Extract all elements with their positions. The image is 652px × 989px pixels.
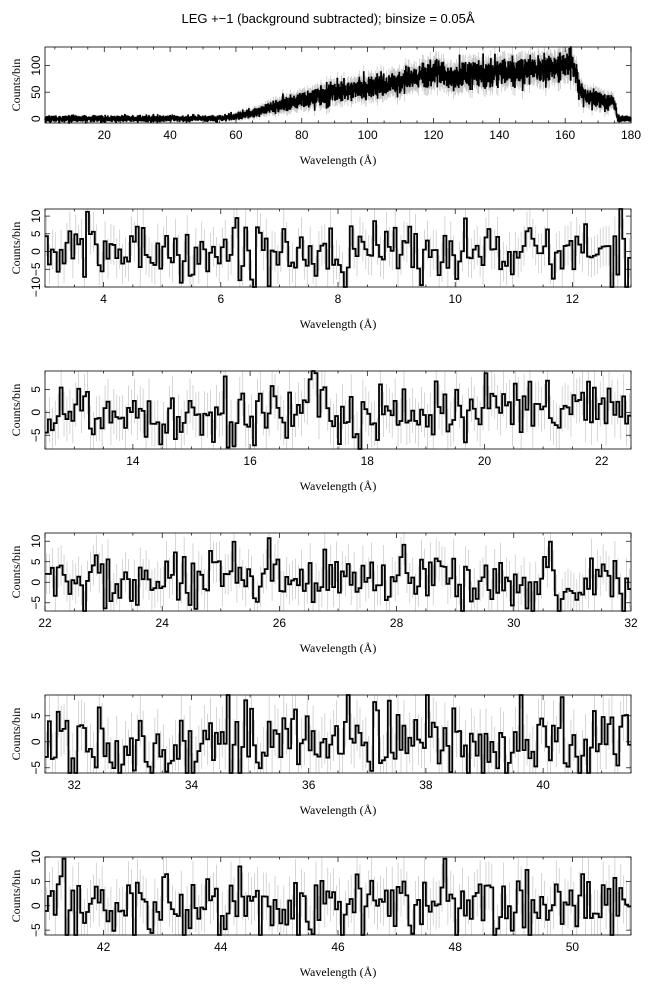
x-tick-label: 10	[449, 292, 463, 306]
x-tick-label: 16	[243, 454, 257, 468]
x-tick-label: 26	[273, 616, 287, 630]
series-line	[45, 537, 631, 612]
y-axis-label: Counts/bin	[9, 546, 23, 599]
series-line	[45, 857, 631, 936]
x-tick-label: 4	[100, 292, 107, 306]
x-axis-label: Wavelength (Å)	[300, 317, 377, 331]
x-tick-label: 36	[302, 778, 316, 792]
y-tick-label: −5	[29, 761, 43, 775]
y-tick-label: 5	[29, 712, 43, 719]
y-tick-label: 0	[29, 115, 43, 122]
y-axis-label: Counts/bin	[9, 708, 23, 761]
y-tick-label: 0	[29, 902, 43, 909]
y-tick-label: 100	[29, 55, 43, 75]
x-axis-label: Wavelength (Å)	[300, 479, 377, 493]
error-bars	[46, 209, 630, 287]
chart-panel-2: 4 6 8 10 12 −10−5 0 5 10 Wavelength (Å) Counts/bin	[9, 208, 632, 331]
panels-container: 20 40 60 80 100 120 140 160 180050100Wavelength …	[9, 46, 641, 979]
x-tick-label: 6	[217, 292, 224, 306]
chart-panel-1: 20 40 60 80 100 120 140 160 180 0 50 100 Wavelength …	[9, 46, 641, 167]
series-line	[45, 208, 631, 288]
y-tick-label: 5	[29, 878, 43, 885]
x-tick-label: 46	[331, 940, 345, 954]
x-tick-label: 22	[595, 454, 609, 468]
x-tick-label: 20	[98, 128, 112, 142]
figure-title: LEG +−1 (background subtracted); binsize…	[181, 11, 474, 26]
y-tick-label: 0	[29, 579, 43, 586]
x-tick-label: 32	[68, 778, 82, 792]
x-tick-label: 22	[38, 616, 52, 630]
y-tick-label: −5	[29, 923, 43, 937]
y-tick-label: 0	[29, 248, 43, 255]
x-tick-label: 14	[126, 454, 140, 468]
series-line	[45, 694, 631, 774]
y-tick-label: 10	[29, 850, 43, 864]
series-line	[44, 46, 632, 124]
y-axis-label: Counts/bin	[9, 59, 23, 112]
x-tick-label: 120	[423, 128, 443, 142]
x-tick-label: 160	[555, 128, 575, 142]
x-tick-label: 100	[358, 128, 378, 142]
y-axis-label: Counts/bin	[9, 384, 23, 437]
x-tick-label: 80	[295, 128, 309, 142]
x-tick-label: 44	[214, 940, 228, 954]
y-axis-label: Counts/bin	[9, 222, 23, 275]
x-tick-label: 24	[156, 616, 170, 630]
x-tick-label: 8	[335, 292, 342, 306]
y-tick-label: 0	[29, 738, 43, 745]
series-line	[45, 370, 631, 450]
y-tick-label: 5	[29, 558, 43, 565]
y-tick-label: −10	[29, 276, 43, 297]
x-tick-label: 32	[624, 616, 638, 630]
chart-panel-3: 14 16 18 20 22 −5 0 5 Wavelength (Å) Counts/bin	[9, 370, 632, 493]
x-tick-label: 20	[478, 454, 492, 468]
chart-panel-5: 32 34 36 38 40 −5 0 5 Wavelength (Å) Counts/bin	[9, 694, 632, 817]
x-tick-label: 40	[163, 128, 177, 142]
x-axis-label: Wavelength (Å)	[300, 153, 377, 167]
x-axis-label: Wavelength (Å)	[300, 803, 377, 817]
x-tick-label: 140	[489, 128, 509, 142]
x-tick-label: 42	[97, 940, 111, 954]
x-axis-label: Wavelength (Å)	[300, 965, 377, 979]
y-tick-label: 10	[29, 534, 43, 548]
y-tick-label: 50	[29, 85, 43, 99]
y-tick-label: −5	[29, 428, 43, 442]
x-tick-label: 48	[449, 940, 463, 954]
y-tick-label: 5	[29, 386, 43, 393]
x-tick-label: 40	[536, 778, 550, 792]
x-tick-label: 34	[185, 778, 199, 792]
y-axis-label: Counts/bin	[9, 870, 23, 923]
chart-panel-6: 42 44 46 48 50 −5 0 5 10 Wavelength (Å) Counts/bin	[9, 850, 632, 979]
x-tick-label: 60	[229, 128, 243, 142]
x-tick-label: 180	[621, 128, 641, 142]
x-tick-label: 38	[419, 778, 433, 792]
y-tick-label: −5	[29, 596, 43, 610]
x-tick-label: 50	[566, 940, 580, 954]
x-tick-label: 18	[361, 454, 375, 468]
x-axis-label: Wavelength (Å)	[300, 641, 377, 655]
y-tick-label: 0	[29, 409, 43, 416]
y-tick-label: −5	[29, 262, 43, 276]
x-tick-label: 30	[507, 616, 521, 630]
plot-frame	[44, 46, 632, 124]
x-tick-label: 12	[566, 292, 580, 306]
y-tick-label: 5	[29, 230, 43, 237]
x-tick-label: 28	[390, 616, 404, 630]
chart-panel-4: 22 24 26 28 30 32 −5 0 5 10 Wavelength (Å) Counts/b…	[9, 532, 638, 655]
y-tick-label: 10	[29, 209, 43, 223]
